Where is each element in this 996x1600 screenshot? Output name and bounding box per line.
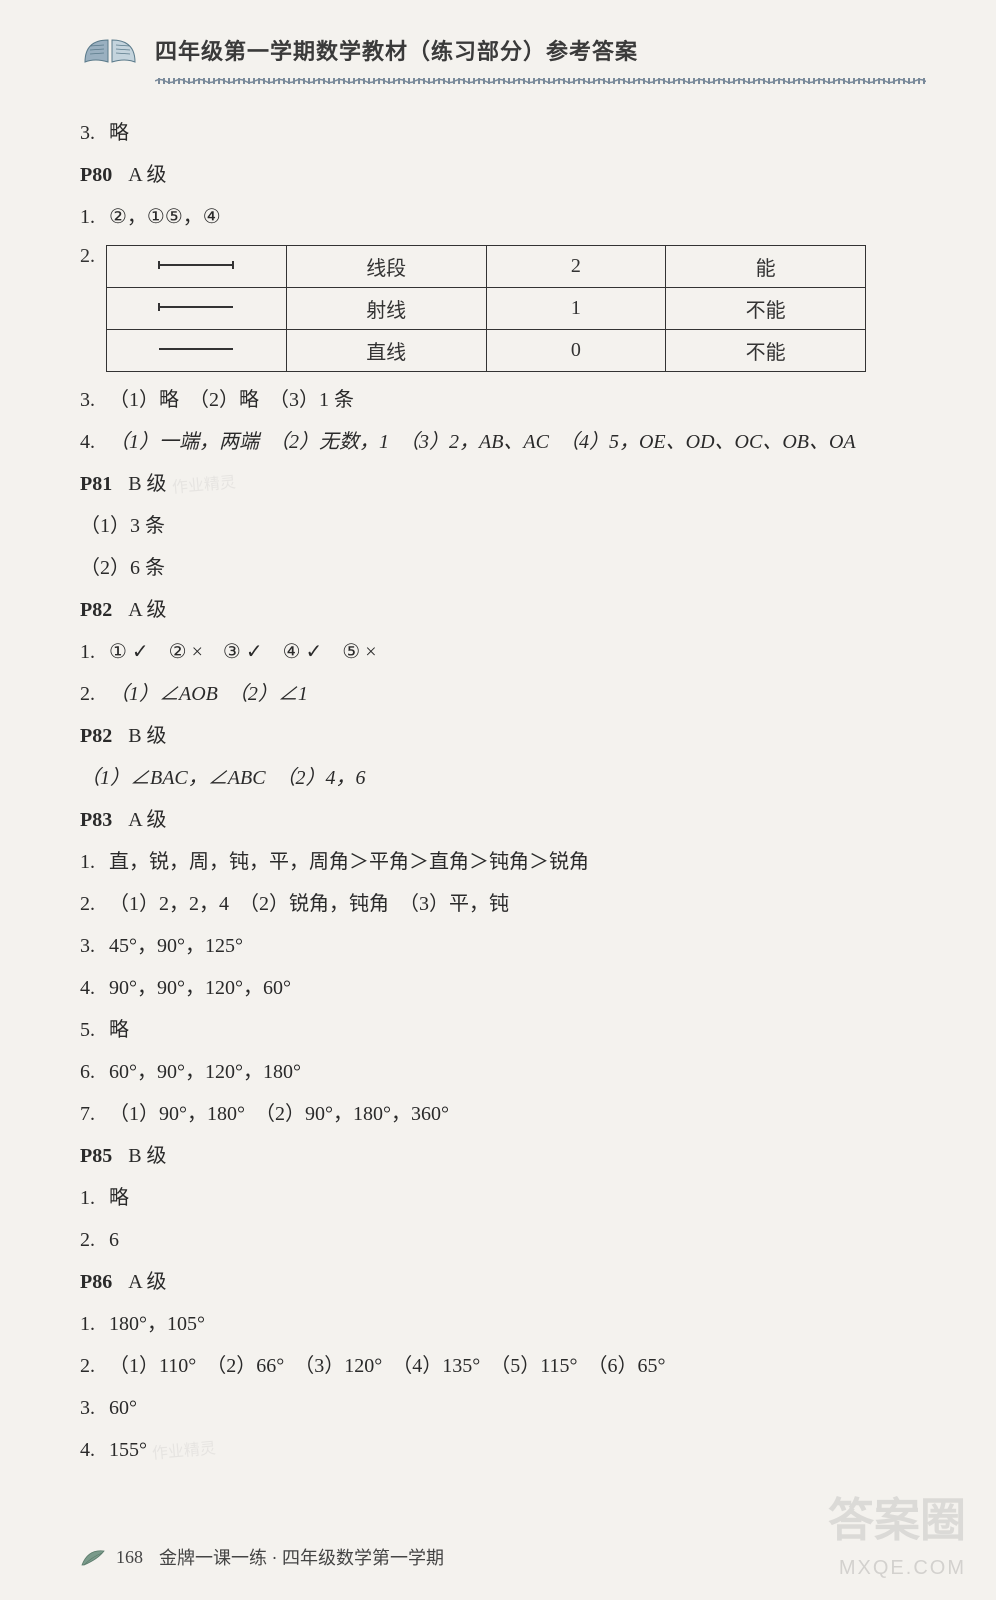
table-row: 线段 2 能 bbox=[107, 246, 866, 288]
answer-line: 1. ②，①⑤，④ bbox=[80, 203, 926, 231]
answer-line: 3. 45°，90°，125° bbox=[80, 932, 926, 960]
page-header: 四年级第一学期数学教材（练习部分）参考答案 bbox=[80, 30, 926, 70]
page-section: P85B 级 bbox=[80, 1142, 926, 1170]
page-section: P82B 级 bbox=[80, 722, 926, 750]
table-row: 直线 0 不能 bbox=[107, 330, 866, 372]
watermark-stamp: 作业精灵 bbox=[151, 1438, 217, 1466]
leaf-icon bbox=[80, 1545, 108, 1569]
page-section: P82A 级 bbox=[80, 596, 926, 624]
ray-cell bbox=[107, 288, 287, 330]
page-section: P83A 级 bbox=[80, 806, 926, 834]
answer-line: 1. 直，锐，周，钝，平，周角＞平角＞直角＞钝角＞锐角 bbox=[80, 848, 926, 876]
answer-line: 1. 略 bbox=[80, 1184, 926, 1212]
footer-title: 金牌一课一练 · 四年级数学第一学期 bbox=[159, 1544, 444, 1570]
answer-line: 4. 155° 作业精灵 bbox=[80, 1436, 926, 1464]
wavy-divider bbox=[155, 78, 926, 84]
answer-line: 2. （1）110° （2）66° （3）120° （4）135° （5）115… bbox=[80, 1352, 926, 1380]
answer-table: 线段 2 能 射线 1 不能 直线 0 不能 bbox=[106, 245, 866, 372]
answer-line: 3. 60° bbox=[80, 1394, 926, 1422]
page-section: P86A 级 bbox=[80, 1268, 926, 1296]
segment-cell bbox=[107, 246, 287, 288]
table-row: 射线 1 不能 bbox=[107, 288, 866, 330]
answer-line: 5. 略 bbox=[80, 1016, 926, 1044]
page-number: 168 bbox=[116, 1547, 143, 1568]
header-title: 四年级第一学期数学教材（练习部分）参考答案 bbox=[155, 34, 638, 66]
answer-line: （1）3 条 bbox=[80, 512, 926, 540]
watermark-brand: 答案圈 bbox=[828, 1484, 966, 1550]
answer-line: 4. （1）一端，两端 （2）无数，1 （3）2，AB、AC （4）5，OE、O… bbox=[80, 428, 926, 456]
answer-line: 2. （1）2，2，4 （2）锐角，钝角 （3）平，钝 bbox=[80, 890, 926, 918]
answer-line: 6. 60°，90°，120°，180° bbox=[80, 1058, 926, 1086]
page-footer: 168 金牌一课一练 · 四年级数学第一学期 bbox=[80, 1544, 444, 1570]
answer-line: 3. 略 bbox=[80, 119, 926, 147]
answer-line: 1. ① ✓ ② × ③ ✓ ④ ✓ ⑤ × bbox=[80, 638, 926, 666]
page-section: P81B 级 作业精灵 bbox=[80, 470, 926, 498]
watermark-url: MXQE.COM bbox=[839, 1557, 966, 1580]
answer-line: 2. （1）∠AOB （2）∠1 bbox=[80, 680, 926, 708]
answer-line: 2. 6 bbox=[80, 1226, 926, 1254]
answer-table-row: 2. 线段 2 能 射线 1 不能 直线 0 不能 bbox=[80, 245, 926, 372]
answer-line: 4. 90°，90°，120°，60° bbox=[80, 974, 926, 1002]
answer-line: 7. （1）90°，180° （2）90°，180°，360° bbox=[80, 1100, 926, 1128]
book-icon bbox=[80, 30, 140, 70]
answer-line: （1）∠BAC，∠ABC （2）4，6 bbox=[80, 764, 926, 792]
answer-line: 3. （1）略 （2）略 （3）1 条 bbox=[80, 386, 926, 414]
page-section: P80A 级 bbox=[80, 161, 926, 189]
answer-line: （2）6 条 bbox=[80, 554, 926, 582]
watermark-stamp: 作业精灵 bbox=[171, 472, 237, 500]
line-cell bbox=[107, 330, 287, 372]
answer-line: 1. 180°，105° bbox=[80, 1310, 926, 1338]
